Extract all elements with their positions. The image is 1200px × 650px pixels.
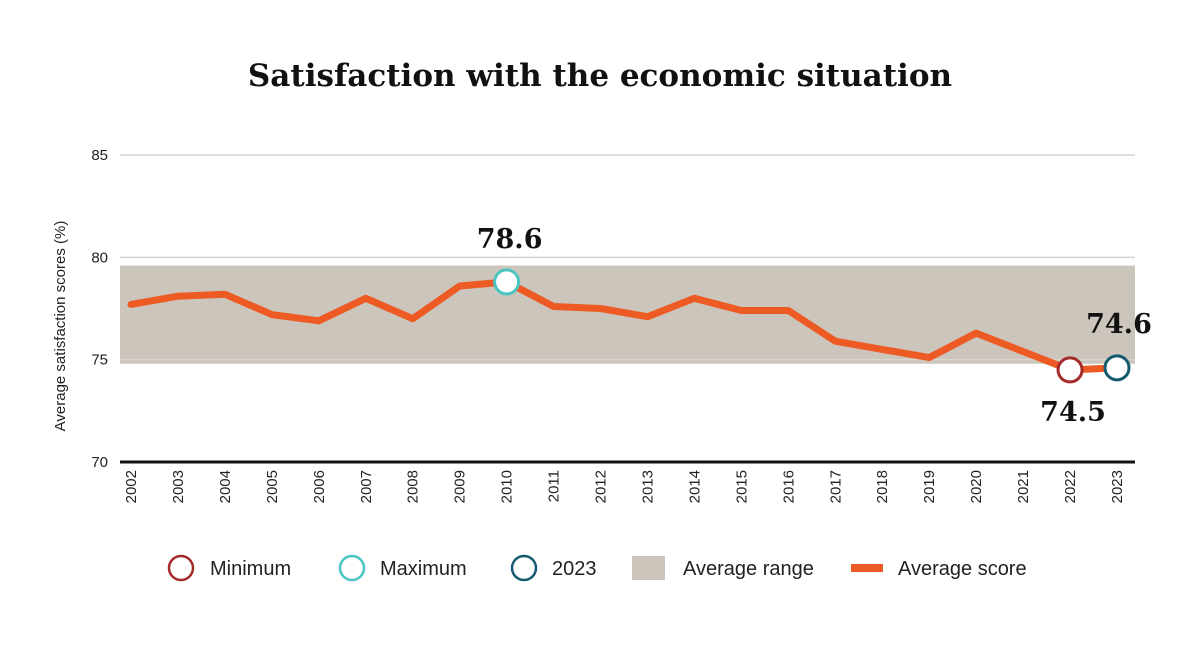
x-tick-label: 2013: [639, 470, 656, 503]
legend-swatch-maximum: [338, 554, 366, 582]
x-tick-label: 2021: [1015, 470, 1032, 503]
y-tick-label: 85: [91, 147, 108, 164]
legend-label-maximum: Maximum: [380, 558, 467, 580]
average-score-line: [127, 278, 1121, 374]
x-tick-label: 2018: [874, 470, 891, 503]
x-tick-label: 2017: [827, 470, 844, 503]
legend-label-current: 2023: [552, 558, 597, 580]
chart-title: Satisfaction with the economic situation: [247, 58, 953, 94]
x-tick-label: 2022: [1062, 470, 1079, 503]
x-tick-label: 2002: [123, 470, 140, 503]
minimum-marker: [1056, 356, 1084, 384]
y-axis-title: Average satisfaction scores (%): [52, 221, 69, 432]
x-tick-label: 2020: [968, 470, 985, 503]
x-tick-label: 2008: [405, 470, 422, 503]
legend-label-minimum: Minimum: [210, 558, 291, 580]
y-tick-label: 75: [91, 352, 108, 369]
x-tick-label: 2006: [311, 470, 328, 503]
legend: Minimum Maximum 2023 Average range Average s…: [167, 554, 1027, 582]
x-tick-label: 2023: [1109, 470, 1126, 503]
legend-swatch-range: [632, 556, 665, 580]
x-tick-label: 2014: [686, 470, 703, 503]
x-tick-label: 2003: [170, 470, 187, 503]
maximum-marker: [493, 268, 521, 296]
legend-label-score: Average score: [898, 558, 1027, 580]
x-tick-label: 2019: [921, 470, 938, 503]
current-callout-label: 74.6: [1086, 309, 1152, 340]
legend-label-range: Average range: [683, 558, 814, 580]
plot-area: 70 75 80 85 2002 2003 2004 2005 2006 2007 2008 2009…: [52, 147, 1152, 503]
x-tick-label: 2009: [452, 470, 469, 503]
current-marker: [1103, 354, 1131, 382]
x-tick-label: 2016: [780, 470, 797, 503]
legend-swatch-minimum: [167, 554, 195, 582]
y-tick-label: 70: [91, 454, 108, 471]
minimum-callout-label: 74.5: [1040, 397, 1106, 428]
x-tick-label: 2004: [217, 470, 234, 503]
x-tick-label: 2010: [499, 470, 516, 503]
y-tick-label: 80: [91, 249, 108, 266]
x-tick-label: 2012: [593, 470, 610, 503]
x-tick-label: 2005: [264, 470, 281, 503]
maximum-callout-label: 78.6: [477, 224, 543, 255]
legend-swatch-current: [510, 554, 538, 582]
x-tick-label: 2007: [358, 470, 375, 503]
x-tick-label: 2015: [733, 470, 750, 503]
x-tick-label: 2011: [546, 470, 563, 502]
